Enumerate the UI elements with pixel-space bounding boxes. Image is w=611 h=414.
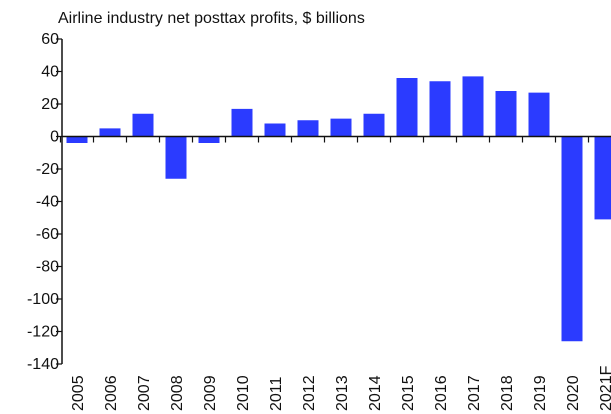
y-tick-label: 60 [41,31,59,48]
bar-2015 [396,78,418,137]
x-tick-label: 2009 [202,375,219,411]
bar-2020 [561,136,583,342]
x-tick-label: 2019 [532,375,549,411]
x-tick-label: 2017 [466,375,483,411]
x-tick-label: 2007 [136,375,153,411]
bar-2005 [66,136,88,143]
bar-2019 [528,92,550,137]
x-tick-label: 2016 [433,375,450,411]
bar-2011 [264,123,286,137]
bar-2018 [495,91,517,137]
bar-2007 [132,113,154,137]
bar-2021F [594,136,611,220]
bar-2012 [297,120,319,137]
x-tick-label: 2020 [565,375,582,411]
x-tick-label: 2011 [268,376,285,411]
y-tick-label: 20 [41,96,59,113]
y-tick-label: -140 [27,356,59,373]
bar-2006 [99,128,121,137]
y-tick-label: -20 [36,161,59,178]
x-tick-label: 2013 [334,375,351,411]
bar-2013 [330,118,352,137]
x-tick-label: 2010 [235,375,252,411]
chart-title: Airline industry net posttax profits, $ … [58,10,365,27]
bar-2016 [429,81,451,137]
x-tick-label: 2005 [70,375,87,411]
x-tick-label: 2014 [367,375,384,411]
bar-2014 [363,113,385,137]
y-tick-label: -120 [27,324,59,341]
y-tick-label: 0 [50,129,59,146]
bar-2008 [165,136,187,179]
y-tick-label: -60 [36,226,59,243]
x-tick-label: 2012 [301,375,318,411]
y-tick-label: -40 [36,194,59,211]
y-tick-label: 40 [41,64,59,81]
x-tick-label: 2018 [499,375,516,411]
bar-2017 [462,76,484,137]
x-tick-label: 2015 [400,375,417,411]
x-tick-label: 2021F [598,365,611,411]
y-tick-label: -100 [27,291,59,308]
bar-2009 [198,136,220,143]
y-tick-label: -80 [36,259,59,276]
x-tick-label: 2008 [169,375,186,411]
bar-2010 [231,108,253,137]
x-tick-label: 2006 [103,375,120,411]
